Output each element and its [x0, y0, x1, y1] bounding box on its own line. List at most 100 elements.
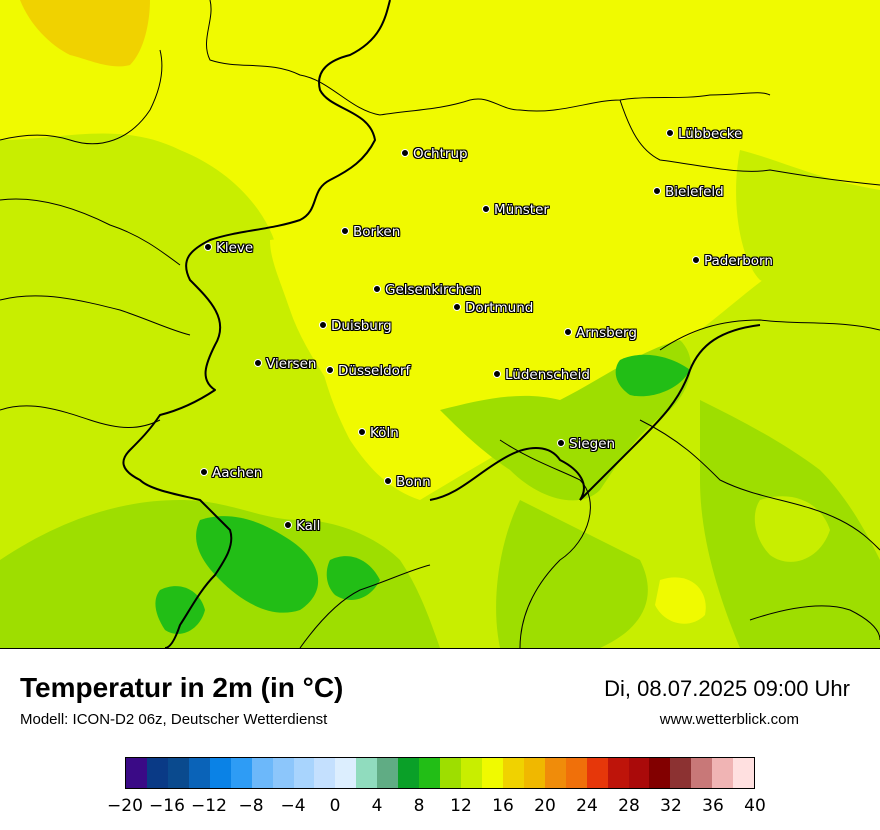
- city-name: Bonn: [396, 474, 431, 490]
- city-marker-icon: [653, 187, 661, 195]
- city-name: Münster: [494, 202, 549, 218]
- color-swatch: [586, 758, 608, 788]
- color-swatch: [146, 758, 168, 788]
- city-name: Duisburg: [331, 318, 392, 334]
- city-name: Ochtrup: [413, 146, 468, 162]
- color-swatch: [188, 758, 210, 788]
- color-swatch: [398, 758, 420, 788]
- city-label: Köln: [358, 426, 399, 440]
- city-name: Viersen: [266, 356, 317, 372]
- scale-tick-label: 12: [450, 796, 472, 816]
- city-marker-icon: [557, 439, 565, 447]
- city-marker-icon: [341, 227, 349, 235]
- city-name: Düsseldorf: [338, 363, 411, 379]
- scale-tick-label: 28: [618, 796, 640, 816]
- city-label: Kleve: [204, 241, 253, 255]
- color-swatch: [230, 758, 252, 788]
- city-marker-icon: [401, 149, 409, 157]
- scale-tick-label: 32: [660, 796, 682, 816]
- city-name: Kall: [296, 518, 321, 534]
- city-marker-icon: [204, 243, 212, 251]
- scale-tick-label: 20: [534, 796, 556, 816]
- temperature-map: Lübbecke Ochtrup Bielefeld Münster Borken Kle…: [0, 0, 880, 649]
- color-swatch: [461, 758, 482, 788]
- city-marker-icon: [358, 428, 366, 436]
- color-swatch: [272, 758, 294, 788]
- color-swatch: [167, 758, 189, 788]
- website-link[interactable]: www.wetterblick.com: [659, 711, 799, 728]
- city-label: Dortmund: [453, 301, 533, 315]
- scale-tick-label: −4: [280, 796, 306, 816]
- city-name: Bielefeld: [665, 184, 724, 200]
- color-swatch: [314, 758, 336, 788]
- color-swatch: [209, 758, 231, 788]
- color-swatch: [440, 758, 461, 788]
- city-label: Bonn: [384, 475, 431, 489]
- city-marker-icon: [692, 256, 700, 264]
- city-label: Münster: [482, 203, 549, 217]
- city-label: Arnsberg: [564, 326, 637, 340]
- color-swatch: [691, 758, 713, 788]
- color-swatch: [502, 758, 524, 788]
- scale-tick-label: 0: [329, 796, 341, 816]
- city-marker-icon: [373, 285, 381, 293]
- city-label: Lübbecke: [666, 127, 742, 141]
- city-label: Paderborn: [692, 254, 773, 268]
- color-swatch: [733, 758, 755, 788]
- city-label: Bielefeld: [653, 185, 724, 199]
- scale-tick-label: 36: [702, 796, 724, 816]
- scale-tick-label: −20: [107, 796, 143, 816]
- city-name: Dortmund: [465, 300, 534, 316]
- city-marker-icon: [564, 328, 572, 336]
- scale-tick-label: 24: [576, 796, 598, 816]
- city-label: Ochtrup: [401, 147, 468, 161]
- city-label: Viersen: [254, 357, 316, 371]
- city-label: Lüdenscheid: [493, 368, 590, 382]
- city-label: Düsseldorf: [326, 364, 410, 378]
- city-label: Siegen: [557, 437, 615, 451]
- color-swatch: [293, 758, 315, 788]
- map-canvas: [0, 0, 880, 648]
- city-name: Köln: [370, 425, 399, 441]
- map-title: Temperatur in 2m (in °C): [20, 672, 344, 703]
- scale-tick-label: −12: [191, 796, 227, 816]
- city-marker-icon: [284, 521, 292, 529]
- color-swatch: [670, 758, 692, 788]
- city-name: Lübbecke: [678, 126, 743, 142]
- scale-tick-label: −16: [149, 796, 185, 816]
- color-swatch: [335, 758, 357, 788]
- city-name: Lüdenscheid: [505, 367, 590, 383]
- scale-tick-label: −8: [238, 796, 264, 816]
- city-label: Borken: [341, 225, 400, 239]
- color-scale-bar: [125, 757, 755, 789]
- city-name: Arnsberg: [576, 325, 637, 341]
- city-marker-icon: [666, 129, 674, 137]
- color-swatch: [544, 758, 566, 788]
- city-marker-icon: [319, 321, 327, 329]
- color-swatch: [712, 758, 734, 788]
- city-marker-icon: [200, 468, 208, 476]
- city-name: Gelsenkirchen: [385, 282, 482, 298]
- city-label: Kall: [284, 519, 320, 533]
- color-swatch: [419, 758, 441, 788]
- color-swatch: [565, 758, 587, 788]
- city-label: Duisburg: [319, 319, 392, 333]
- city-marker-icon: [326, 366, 334, 374]
- color-swatch: [377, 758, 399, 788]
- city-marker-icon: [482, 205, 490, 213]
- scale-tick-label: 4: [371, 796, 383, 816]
- scale-tick-label: 40: [744, 796, 766, 816]
- model-info: Modell: ICON-D2 06z, Deutscher Wetterdie…: [20, 711, 328, 728]
- city-marker-icon: [493, 370, 501, 378]
- color-swatch: [628, 758, 650, 788]
- city-name: Borken: [353, 224, 401, 240]
- city-name: Siegen: [569, 436, 616, 452]
- color-swatch: [523, 758, 545, 788]
- city-marker-icon: [384, 477, 392, 485]
- city-name: Paderborn: [704, 253, 773, 269]
- color-scale-ticks: −20 −16 −12 −8 −4 0 4 8 12 16 20 24 28 32 36 40: [107, 796, 766, 818]
- forecast-datetime: Di, 08.07.2025 09:00 Uhr: [604, 676, 850, 701]
- color-swatch: [251, 758, 273, 788]
- scale-tick-label: 16: [492, 796, 514, 816]
- color-swatch: [481, 758, 503, 788]
